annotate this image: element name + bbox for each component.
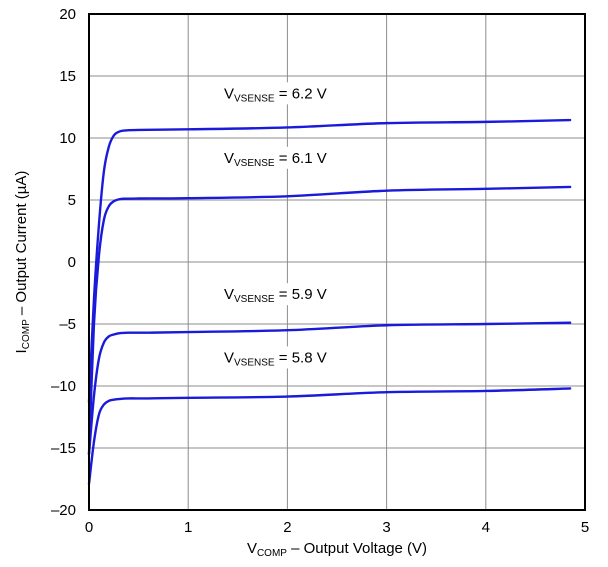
series-labels: VVSENSE = 6.2 V VVSENSE = 6.1 V VVSENSE = …	[208, 82, 358, 369]
x-axis-label: VCOMP – Output Voltage (V)	[247, 540, 427, 559]
y-axis-label: ICOMP – Output Current (µA)	[13, 171, 32, 354]
series-line	[87, 118, 572, 404]
series-label-bg	[208, 283, 358, 306]
series-line	[87, 185, 572, 456]
x-tick-label: 2	[283, 519, 291, 536]
x-tick-label: 1	[184, 519, 192, 536]
series-label: VVSENSE = 6.1 V	[224, 150, 327, 169]
y-tick-label: 20	[59, 6, 76, 23]
x-tick-label: 3	[382, 519, 390, 536]
x-tick-labels: 0 1 2 3 4 5	[85, 519, 589, 536]
series-line	[87, 387, 572, 486]
series-label-bg	[208, 146, 358, 169]
y-tick-label: –20	[51, 502, 76, 519]
y-tick-label: 5	[68, 192, 76, 209]
series-label: VVSENSE = 5.9 V	[224, 286, 327, 305]
series-line	[87, 321, 572, 456]
plot-frame	[88, 13, 586, 511]
y-tick-labels: 20 15 10 5 0 –5 –10 –15 –20	[51, 6, 76, 519]
series-label: VVSENSE = 6.2 V	[224, 85, 327, 104]
y-tick-label: 0	[68, 254, 76, 271]
x-tick-label: 5	[581, 519, 589, 536]
series-label-bg	[208, 82, 358, 105]
x-tick-label: 4	[482, 519, 490, 536]
series-label-bg	[208, 346, 358, 369]
x-tick-label: 0	[85, 519, 93, 536]
y-tick-label: –5	[59, 316, 76, 333]
y-tick-label: 10	[59, 130, 76, 147]
series-lines	[87, 118, 572, 486]
y-tick-label: –10	[51, 378, 76, 395]
y-tick-label: –15	[51, 440, 76, 457]
series-label: VVSENSE = 5.8 V	[224, 349, 327, 368]
y-tick-label: 15	[59, 68, 76, 85]
